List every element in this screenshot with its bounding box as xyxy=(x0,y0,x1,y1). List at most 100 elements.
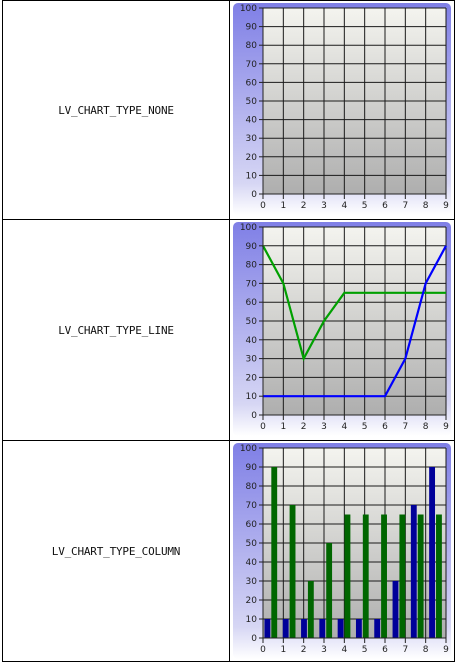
x-tick-label: 2 xyxy=(301,201,307,211)
x-tick-label: 7 xyxy=(402,645,408,655)
bar xyxy=(319,619,326,638)
chart-type-label: LV_CHART_TYPE_COLUMN xyxy=(51,545,181,558)
bar xyxy=(355,619,362,638)
y-tick-label: 30 xyxy=(246,134,258,144)
column-divider xyxy=(229,220,230,440)
y-tick-label: 20 xyxy=(246,373,258,383)
x-tick-label: 4 xyxy=(341,422,347,432)
row-label-cell: LV_CHART_TYPE_NONE xyxy=(3,1,229,219)
bar xyxy=(264,619,271,638)
table-row: LV_CHART_TYPE_COLUMN 0 10 20 30 40 50 60 70 80 90… xyxy=(3,441,454,662)
y-tick-label: 0 xyxy=(251,411,257,421)
bar xyxy=(417,514,424,638)
bar xyxy=(271,467,278,638)
y-tick-label: 40 xyxy=(246,558,258,568)
chart-type-label: LV_CHART_TYPE_NONE xyxy=(58,103,174,117)
chart-line: 0 10 20 30 40 50 60 70 80 90 100 0 1 2 3 4 5 6 7 8 9 xyxy=(233,222,451,436)
row-label-cell: LV_CHART_TYPE_LINE xyxy=(3,220,229,440)
y-tick-label: 100 xyxy=(240,223,257,233)
bar xyxy=(344,514,351,638)
y-tick-label: 50 xyxy=(246,97,258,107)
y-tick-label: 40 xyxy=(246,336,258,346)
x-tick-label: 1 xyxy=(280,645,286,655)
x-tick-label: 0 xyxy=(260,201,266,211)
y-tick-label: 60 xyxy=(246,520,258,530)
bar xyxy=(381,514,387,638)
y-tick-label: 90 xyxy=(246,23,258,33)
y-tick-label: 70 xyxy=(246,279,258,289)
y-tick-label: 100 xyxy=(240,4,257,14)
y-tick-label: 10 xyxy=(246,392,258,402)
bar xyxy=(399,514,406,638)
y-tick-label: 80 xyxy=(246,482,258,492)
x-tick-label: 9 xyxy=(443,645,449,655)
table-row: LV_CHART_TYPE_NONE 0 10 20 30 40 50 60 70 80 90 10… xyxy=(3,1,454,220)
y-tick-label: 20 xyxy=(246,153,258,163)
y-tick-label: 30 xyxy=(246,577,258,587)
x-tick-label: 2 xyxy=(301,645,307,655)
bar xyxy=(289,505,296,638)
x-tick-label: 6 xyxy=(382,201,388,211)
row-label-cell: LV_CHART_TYPE_COLUMN xyxy=(3,441,229,662)
y-tick-label: 0 xyxy=(251,190,257,200)
x-tick-label: 9 xyxy=(443,422,449,432)
bar xyxy=(436,514,442,638)
x-tick-label: 8 xyxy=(423,422,429,432)
x-tick-label: 3 xyxy=(321,645,327,655)
y-tick-label: 100 xyxy=(240,444,257,454)
y-tick-label: 0 xyxy=(251,634,257,644)
bar xyxy=(374,619,381,638)
y-tick-label: 60 xyxy=(246,78,258,88)
x-tick-label: 4 xyxy=(341,645,347,655)
x-tick-label: 3 xyxy=(321,201,327,211)
y-tick-label: 10 xyxy=(246,615,258,625)
series-line xyxy=(262,245,446,362)
bar xyxy=(429,467,436,638)
chart-type-label: LV_CHART_TYPE_LINE xyxy=(58,323,174,337)
series-line xyxy=(263,245,447,398)
x-tick-label: 4 xyxy=(341,201,347,211)
x-tick-label: 5 xyxy=(362,645,368,655)
x-tick-label: 7 xyxy=(402,422,408,432)
chart-cell: 0 10 20 30 40 50 60 70 80 90 100 0 1 2 3 4 5 6 7 8 9 xyxy=(230,1,454,219)
x-tick-label: 7 xyxy=(402,201,408,211)
chart-column: 0 10 20 30 40 50 60 70 80 90 100 0 1 2 3 4 5 6 7 8 9 xyxy=(233,443,451,659)
x-tick-label: 0 xyxy=(260,422,266,432)
bar xyxy=(301,619,307,638)
y-tick-label: 30 xyxy=(246,355,258,365)
y-tick-label: 90 xyxy=(246,242,258,252)
y-tick-label: 90 xyxy=(246,463,258,473)
x-tick-label: 5 xyxy=(362,201,368,211)
y-tick-label: 80 xyxy=(246,41,258,51)
x-tick-label: 6 xyxy=(382,645,388,655)
column-divider xyxy=(229,441,230,662)
y-tick-label: 80 xyxy=(246,261,258,271)
y-tick-label: 50 xyxy=(246,539,258,549)
y-tick-label: 10 xyxy=(246,171,258,181)
x-tick-label: 2 xyxy=(301,422,307,432)
bar xyxy=(282,619,289,638)
bar xyxy=(337,619,344,638)
y-tick-label: 40 xyxy=(246,116,258,126)
bar xyxy=(392,581,399,638)
y-tick-label: 60 xyxy=(246,298,258,308)
x-tick-label: 6 xyxy=(382,422,388,432)
y-tick-label: 20 xyxy=(246,596,258,606)
bar xyxy=(410,505,417,638)
chart-cell: 0 10 20 30 40 50 60 70 80 90 100 0 1 2 3 4 5 6 7 8 9 xyxy=(230,441,454,662)
chart-cell: 0 10 20 30 40 50 60 70 80 90 100 0 1 2 3 4 5 6 7 8 9 xyxy=(230,220,454,440)
x-tick-label: 9 xyxy=(443,201,449,211)
column-divider xyxy=(229,1,230,219)
x-tick-label: 3 xyxy=(321,422,327,432)
bar xyxy=(326,543,333,638)
y-tick-label: 70 xyxy=(246,60,258,70)
chart-none: 0 10 20 30 40 50 60 70 80 90 100 0 1 2 3 4 5 6 7 8 9 xyxy=(233,3,451,215)
bar xyxy=(307,581,314,638)
y-tick-label: 70 xyxy=(246,501,258,511)
x-tick-label: 1 xyxy=(280,201,286,211)
x-tick-label: 8 xyxy=(423,201,429,211)
y-tick-label: 50 xyxy=(246,317,258,327)
table-row: LV_CHART_TYPE_LINE 0 10 20 30 40 50 60 70 80 90 10… xyxy=(3,220,454,441)
x-tick-label: 0 xyxy=(260,645,266,655)
